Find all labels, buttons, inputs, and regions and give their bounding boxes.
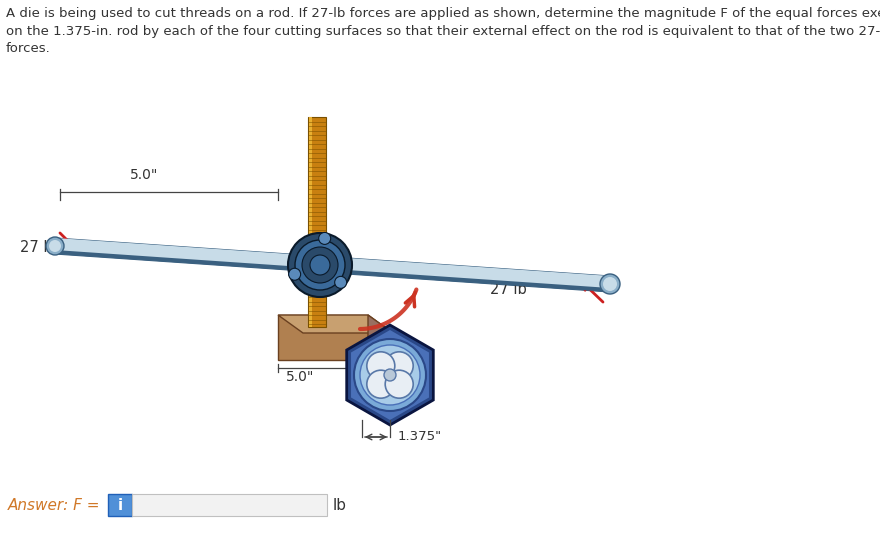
- Circle shape: [295, 240, 345, 290]
- Circle shape: [334, 277, 347, 288]
- Circle shape: [46, 237, 64, 255]
- Text: 5.0": 5.0": [130, 168, 158, 182]
- Bar: [308, 117, 326, 327]
- Text: 27 lb: 27 lb: [490, 281, 527, 296]
- Circle shape: [600, 274, 620, 294]
- FancyBboxPatch shape: [108, 494, 132, 516]
- Circle shape: [319, 233, 331, 244]
- Polygon shape: [351, 330, 429, 420]
- Polygon shape: [278, 315, 368, 360]
- Text: A die is being used to cut threads on a rod. If 27-lb forces are applied as show: A die is being used to cut threads on a …: [6, 7, 880, 55]
- Circle shape: [385, 352, 414, 380]
- Polygon shape: [347, 325, 433, 425]
- Circle shape: [302, 247, 338, 283]
- Text: lb: lb: [333, 497, 347, 512]
- Circle shape: [49, 240, 61, 252]
- Polygon shape: [368, 315, 393, 378]
- Circle shape: [384, 369, 396, 381]
- Bar: [309, 117, 312, 327]
- FancyBboxPatch shape: [132, 494, 327, 516]
- Circle shape: [367, 370, 395, 398]
- Circle shape: [360, 345, 420, 405]
- Polygon shape: [55, 238, 611, 289]
- Polygon shape: [55, 238, 611, 292]
- Circle shape: [310, 255, 330, 275]
- Text: 5.0": 5.0": [286, 370, 314, 384]
- Text: i: i: [117, 497, 122, 512]
- Circle shape: [603, 277, 617, 291]
- Text: Answer: F =: Answer: F =: [8, 497, 100, 512]
- Circle shape: [289, 268, 301, 280]
- Text: 1.375": 1.375": [398, 431, 442, 444]
- Polygon shape: [278, 315, 393, 333]
- Polygon shape: [55, 250, 610, 292]
- Text: 27 lb: 27 lb: [20, 240, 56, 255]
- Circle shape: [354, 339, 426, 411]
- Circle shape: [367, 352, 395, 380]
- Circle shape: [288, 233, 352, 297]
- Circle shape: [385, 370, 414, 398]
